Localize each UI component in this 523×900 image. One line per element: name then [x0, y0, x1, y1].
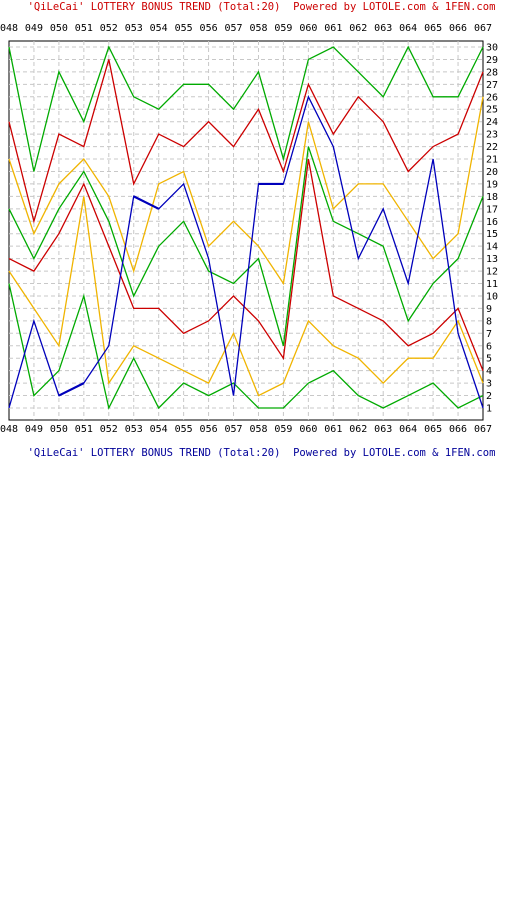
x-tick-label-top: 053	[125, 23, 143, 34]
x-tick-label-top: 051	[75, 23, 93, 34]
x-tick-label-top: 062	[349, 23, 367, 34]
x-tick-label-top: 050	[50, 23, 68, 34]
y-tick-label: 23	[486, 130, 498, 141]
y-tick-label: 24	[486, 117, 498, 128]
x-tick-label-bottom: 065	[424, 424, 442, 435]
y-axis-ticks: 1234567891011121314151617181920212223242…	[486, 43, 498, 415]
x-tick-label-bottom: 066	[449, 424, 467, 435]
series-line-6	[8, 59, 484, 224]
y-tick-label: 28	[486, 67, 498, 78]
series-segment-emphasis	[58, 382, 85, 397]
y-tick-label: 2	[486, 391, 492, 402]
x-tick-label-top: 056	[200, 23, 218, 34]
x-tick-label-bottom: 054	[150, 424, 168, 435]
x-axis-ticks-top: 048 049 050 051 052 053 054 055 056 057 058 059 060 0…	[0, 23, 492, 34]
series-line-8	[8, 95, 484, 409]
x-tick-label-bottom: 048	[0, 424, 18, 435]
x-tick-label-top: 067	[474, 23, 492, 34]
x-tick-label-top: 057	[224, 23, 242, 34]
y-tick-label: 29	[486, 55, 498, 66]
y-tick-label: 8	[486, 316, 492, 327]
x-tick-label-top: 066	[449, 23, 467, 34]
x-tick-label-bottom: 062	[349, 424, 367, 435]
y-tick-label: 18	[486, 192, 498, 203]
x-tick-label-top: 061	[324, 23, 342, 34]
y-tick-label: 7	[486, 329, 492, 340]
y-tick-label: 30	[486, 43, 498, 54]
series-line-5	[8, 96, 484, 286]
x-tick-label-top: 065	[424, 23, 442, 34]
series-line-4	[8, 146, 484, 346]
x-tick-label-bottom: 057	[224, 424, 242, 435]
chart-title-top: 'QiLeCai' LOTTERY BONUS TREND (Total:20)…	[27, 1, 496, 13]
y-tick-label: 27	[486, 80, 498, 91]
x-tick-label-top: 054	[150, 23, 168, 34]
y-tick-label: 19	[486, 179, 498, 190]
x-tick-label-bottom: 061	[324, 424, 342, 435]
y-tick-label: 6	[486, 341, 492, 352]
x-tick-label-bottom: 053	[125, 424, 143, 435]
x-tick-label-top: 063	[374, 23, 392, 34]
x-tick-label-bottom: 052	[100, 424, 118, 435]
x-tick-label-top: 048	[0, 23, 18, 34]
x-tick-label-bottom: 056	[200, 424, 218, 435]
x-tick-label-bottom: 064	[399, 424, 417, 435]
x-tick-label-top: 064	[399, 23, 417, 34]
x-axis-ticks-bottom: 048 049 050 051 052 053 054 055 056 057 058 059 060 0…	[0, 424, 492, 435]
y-tick-label: 3	[486, 379, 492, 390]
x-tick-label-bottom: 051	[75, 424, 93, 435]
series-line-2	[8, 196, 484, 397]
y-tick-label: 11	[486, 279, 498, 290]
series-layer	[8, 45, 484, 410]
y-tick-label: 9	[486, 304, 492, 315]
trend-chart: 1234567891011121314151617181920212223242…	[0, 23, 498, 435]
y-tick-label: 17	[486, 204, 498, 215]
x-tick-label-bottom: 058	[249, 424, 267, 435]
y-tick-label: 21	[486, 155, 498, 166]
y-tick-label: 13	[486, 254, 498, 265]
x-tick-label-bottom: 060	[299, 424, 317, 435]
y-tick-label: 4	[486, 366, 492, 377]
x-tick-label-top: 060	[299, 23, 317, 34]
series-line-1	[8, 283, 484, 410]
x-tick-label-top: 055	[175, 23, 193, 34]
y-tick-label: 5	[486, 354, 492, 365]
y-tick-label: 26	[486, 92, 498, 103]
x-tick-label-bottom: 055	[175, 424, 193, 435]
x-tick-label-top: 059	[274, 23, 292, 34]
y-tick-label: 12	[486, 267, 498, 278]
x-tick-label-bottom: 067	[474, 424, 492, 435]
y-tick-label: 10	[486, 291, 498, 302]
y-tick-label: 15	[486, 229, 498, 240]
x-tick-label-top: 049	[25, 23, 43, 34]
series-line-3	[8, 158, 484, 371]
y-tick-label: 16	[486, 217, 498, 228]
y-tick-label: 25	[486, 105, 498, 116]
series-line-7	[8, 45, 484, 172]
x-tick-label-top: 058	[249, 23, 267, 34]
y-tick-label: 20	[486, 167, 498, 178]
x-tick-label-top: 052	[100, 23, 118, 34]
grid-horizontal	[9, 46, 483, 409]
x-tick-label-bottom: 063	[374, 424, 392, 435]
chart-title-bottom: 'QiLeCai' LOTTERY BONUS TREND (Total:20)…	[27, 447, 496, 459]
series-segment-emphasis	[133, 195, 160, 210]
x-tick-label-bottom: 050	[50, 424, 68, 435]
x-tick-label-bottom: 059	[274, 424, 292, 435]
y-tick-label: 22	[486, 142, 498, 153]
x-tick-label-bottom: 049	[25, 424, 43, 435]
y-tick-label: 1	[486, 404, 492, 415]
y-tick-label: 14	[486, 242, 498, 253]
